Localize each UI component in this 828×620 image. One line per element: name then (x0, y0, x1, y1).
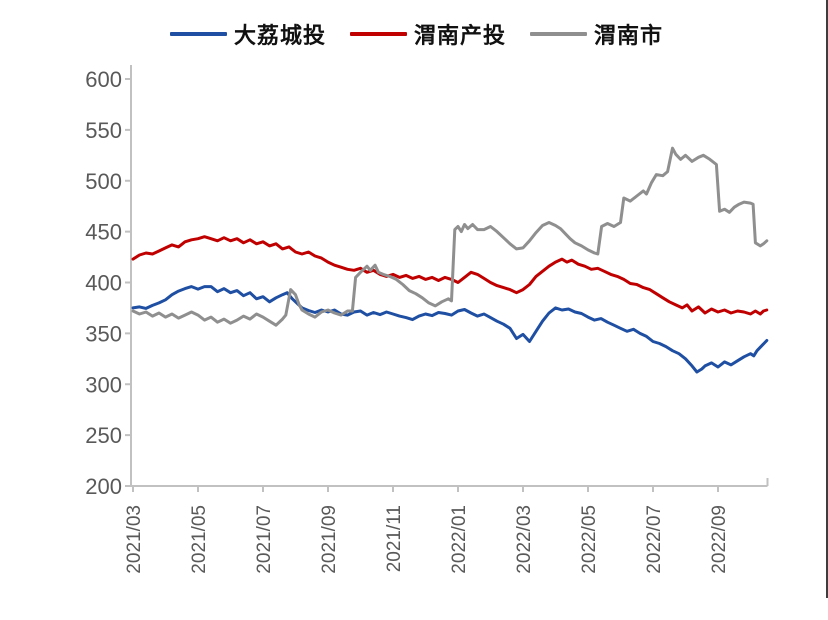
legend-item-weinan-chantou: 渭南产投 (350, 18, 506, 50)
page-border-right (826, 0, 828, 598)
y-axis-label: 400 (85, 271, 122, 296)
x-axis-label: 2021/07 (254, 505, 275, 574)
chart-legend: 大荔城投 渭南产投 渭南市 (170, 18, 663, 50)
series-line-weinan-city (131, 146, 769, 327)
x-axis-label: 2022/07 (644, 505, 665, 574)
x-axis-label: 2022/03 (514, 505, 535, 574)
legend-item-weinan-city: 渭南市 (530, 18, 663, 50)
x-axis-label: 2021/09 (319, 505, 340, 574)
legend-line-swatch-red (350, 32, 408, 36)
series-line-dali-chengtou (131, 285, 769, 374)
y-axis-label: 600 (85, 67, 122, 92)
x-axis-label: 2021/05 (189, 505, 210, 574)
y-axis-label: 250 (85, 423, 122, 448)
y-axis-label: 350 (85, 321, 122, 346)
x-axis-label: 2022/05 (579, 505, 600, 574)
series-line-weinan-chantou (131, 235, 769, 316)
legend-item-dali-chengtou: 大荔城投 (170, 18, 326, 50)
y-axis-label: 200 (85, 474, 122, 499)
y-axis-label: 300 (85, 372, 122, 397)
x-axis-label: 2021/11 (384, 505, 405, 572)
y-axis-label: 550 (85, 118, 122, 143)
x-axis-label: 2022/09 (709, 505, 730, 574)
y-axis-label: 500 (85, 169, 122, 194)
y-axis-label: 450 (85, 220, 122, 245)
x-axis-label: 2022/01 (449, 505, 470, 574)
legend-label-weinan-chantou: 渭南产投 (414, 23, 507, 49)
legend-line-swatch-gray (530, 32, 588, 36)
legend-label-weinan-city: 渭南市 (594, 23, 664, 49)
legend-label-dali-chengtou: 大荔城投 (234, 23, 327, 49)
x-axis-label: 2021/03 (124, 505, 145, 574)
legend-line-swatch-blue (170, 32, 227, 36)
